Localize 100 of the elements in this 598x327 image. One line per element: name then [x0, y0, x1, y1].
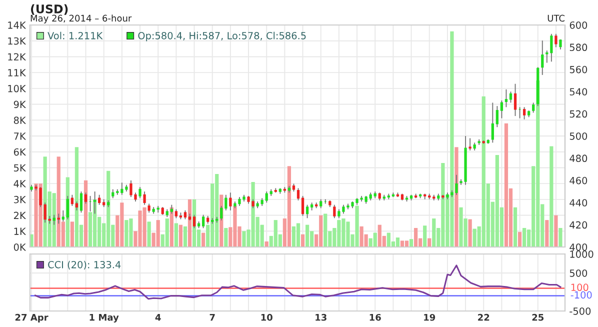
bar	[170, 207, 174, 247]
x-tick-label: 16	[370, 314, 381, 321]
y-tick-label: 500	[570, 269, 588, 277]
candlestick	[541, 40, 544, 76]
candlestick	[522, 106, 526, 120]
y-tick-label: 6K	[14, 148, 26, 156]
y-tick-label: 5K	[14, 164, 26, 172]
x-tick-label: 10	[261, 314, 272, 321]
bar	[468, 219, 472, 247]
bar	[305, 224, 310, 247]
bar	[550, 146, 554, 247]
bar	[545, 220, 549, 247]
bar	[404, 240, 409, 247]
bar	[558, 228, 562, 247]
y2-tick-label: 580	[570, 44, 588, 52]
candlestick	[546, 50, 548, 64]
candlestick	[62, 210, 64, 222]
candlestick	[554, 33, 558, 48]
bar	[400, 240, 404, 247]
y-tick-label: 1K	[14, 228, 26, 235]
bar	[300, 234, 305, 247]
y-tick-label: 12K	[8, 53, 26, 60]
candlestick	[532, 102, 535, 114]
bar	[423, 226, 427, 247]
bar	[224, 228, 228, 247]
y-tick-label: 2K	[14, 212, 26, 219]
chart-title: (USD)	[31, 4, 68, 15]
y-tick-label: 4K	[14, 180, 26, 188]
x-tick-label: 13	[316, 314, 326, 321]
y-tick-label: -500	[570, 307, 591, 315]
candlestick	[333, 204, 336, 219]
bar	[454, 147, 458, 247]
bar	[409, 239, 414, 247]
candlestick	[57, 213, 60, 224]
y2-tick-label: 520	[570, 110, 588, 118]
bar	[432, 218, 436, 247]
bar	[287, 166, 292, 247]
y-tick-label: 11K	[8, 69, 26, 76]
text: UTC	[548, 14, 565, 22]
y-tick-label: 1000	[570, 250, 594, 258]
y-tick-label: 7K	[14, 132, 26, 140]
candlestick	[509, 91, 512, 104]
x-tick-label: 25	[532, 314, 544, 321]
ref-line-label: 100	[571, 284, 588, 292]
x-tick-label: 4	[155, 314, 161, 321]
candlestick	[98, 194, 101, 206]
y2-tick-label: 440	[570, 199, 588, 206]
y-tick-label: 8K	[14, 116, 26, 124]
candlestick	[220, 205, 223, 221]
candlestick	[500, 100, 504, 119]
bar	[156, 220, 160, 247]
y2-tick-label: 460	[570, 176, 588, 184]
bar	[324, 214, 328, 247]
bar	[373, 232, 377, 247]
legend-label: CCI (20): 133.4	[48, 260, 121, 270]
candlestick	[224, 194, 228, 211]
candlestick	[468, 138, 472, 151]
bar	[518, 232, 522, 247]
bar	[74, 147, 79, 247]
x-tick-label: 19	[424, 314, 436, 321]
x-tick-label: 27 Apr	[15, 314, 48, 323]
legend-label: Op:580.4, Hi:587, Lo:578, Cl:586.5	[138, 32, 306, 42]
bar	[292, 226, 296, 247]
candlestick	[550, 33, 553, 62]
y2-tick-label: 420	[570, 221, 588, 229]
bar	[147, 222, 151, 247]
bar	[178, 224, 183, 247]
candlestick	[52, 214, 56, 226]
bar	[165, 218, 169, 247]
bar	[513, 207, 518, 247]
candlestick	[80, 191, 83, 214]
bar	[414, 228, 418, 247]
candlestick	[138, 186, 142, 199]
candlestick	[229, 192, 232, 211]
y-tick-label: 3K	[14, 196, 26, 204]
x-tick-label: 7	[210, 314, 215, 321]
y2-tick-label: 400	[570, 243, 588, 251]
bar	[188, 199, 192, 247]
y-tick-label: 0K	[14, 243, 26, 251]
y-tick-label: 14K	[8, 22, 26, 29]
candlestick	[70, 194, 74, 206]
candlestick	[306, 204, 309, 219]
y-tick-label: 13K	[8, 37, 26, 45]
candlestick	[192, 214, 196, 229]
candlestick	[143, 191, 146, 206]
candlestick	[84, 192, 88, 204]
y-tick-label: 10K	[8, 84, 26, 92]
bar	[202, 232, 206, 247]
bar	[183, 226, 188, 247]
bar	[504, 123, 508, 247]
y2-tick-label: 540	[570, 88, 588, 96]
candlestick	[496, 106, 499, 128]
bar	[554, 215, 558, 247]
candlestick	[265, 191, 268, 204]
y-tick-label: 9K	[14, 100, 26, 108]
chart-subtitle: May 26, 2014 – 6-hour	[30, 14, 132, 24]
bar	[174, 223, 178, 247]
candlestick	[491, 102, 494, 144]
x-tick-label: 1 May	[90, 314, 119, 323]
y2-tick-label: 560	[570, 66, 588, 74]
